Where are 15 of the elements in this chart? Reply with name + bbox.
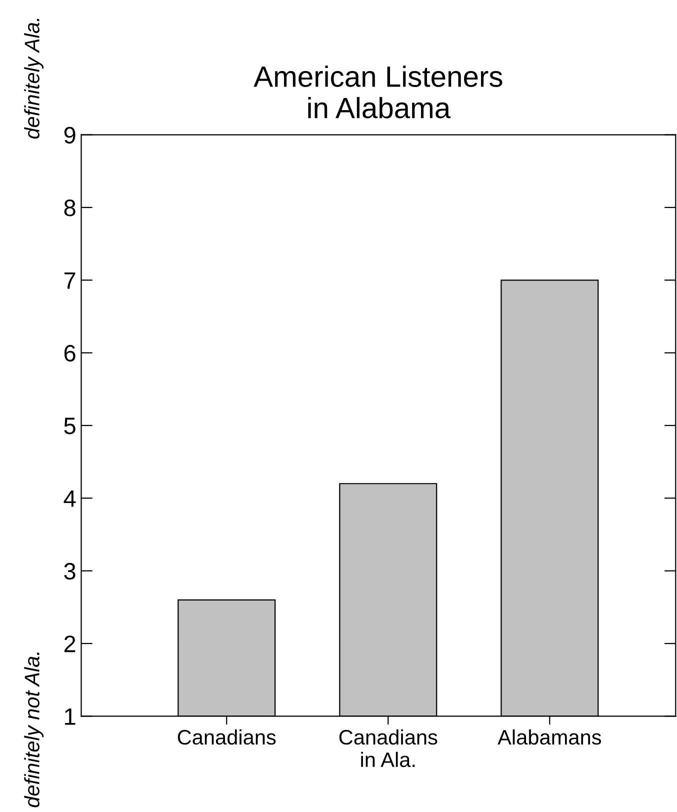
y-tick-label: 4 — [64, 490, 76, 507]
x-tick-label: Alabamans — [498, 729, 602, 745]
y-tick-label: 9 — [64, 126, 76, 144]
y-tick-label: 5 — [64, 418, 76, 434]
x-tick-label: Canadians in Ala. — [339, 729, 438, 768]
text: definitely Ala. — [24, 18, 44, 139]
chart-title: American Listeners in Alabama — [254, 66, 502, 118]
y-tick-label: 3 — [64, 562, 76, 580]
x-tick-label: Canadians — [178, 729, 276, 745]
y-tick-label: 7 — [64, 272, 76, 289]
y-tick-label: 6 — [64, 344, 76, 362]
y-tick-label: 2 — [64, 636, 76, 652]
y-tick-label: 1 — [65, 708, 76, 725]
y-tick-label: 8 — [64, 200, 76, 216]
text: definitely not Ala. — [24, 652, 44, 808]
